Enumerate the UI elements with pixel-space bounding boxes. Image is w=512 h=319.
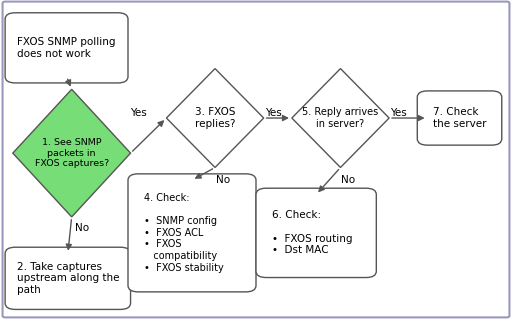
- Text: Yes: Yes: [130, 108, 146, 118]
- Polygon shape: [292, 69, 389, 167]
- Text: 1. See SNMP
packets in
FXOS captures?: 1. See SNMP packets in FXOS captures?: [34, 138, 109, 168]
- Text: FXOS SNMP polling
does not work: FXOS SNMP polling does not work: [17, 37, 116, 59]
- FancyBboxPatch shape: [417, 91, 502, 145]
- Text: No: No: [75, 223, 89, 233]
- FancyBboxPatch shape: [128, 174, 256, 292]
- Text: 7. Check
the server: 7. Check the server: [433, 107, 486, 129]
- Text: No: No: [216, 175, 230, 185]
- Polygon shape: [166, 69, 264, 167]
- Text: 2. Take captures
upstream along the
path: 2. Take captures upstream along the path: [16, 262, 119, 295]
- Text: 3. FXOS
replies?: 3. FXOS replies?: [195, 107, 236, 129]
- FancyBboxPatch shape: [3, 2, 509, 317]
- Text: 4. Check:

•  SNMP config
•  FXOS ACL
•  FXOS
   compatibility
•  FXOS stability: 4. Check: • SNMP config • FXOS ACL • FXO…: [144, 193, 224, 273]
- Polygon shape: [13, 89, 131, 217]
- Text: 5. Reply arrives
in server?: 5. Reply arrives in server?: [303, 107, 378, 129]
- FancyBboxPatch shape: [5, 13, 128, 83]
- FancyBboxPatch shape: [256, 188, 376, 278]
- Text: 6. Check:

•  FXOS routing
•  Dst MAC: 6. Check: • FXOS routing • Dst MAC: [272, 211, 353, 255]
- FancyBboxPatch shape: [5, 247, 131, 309]
- Text: Yes: Yes: [266, 108, 282, 118]
- Text: Yes: Yes: [390, 108, 407, 118]
- Text: No: No: [341, 175, 355, 185]
